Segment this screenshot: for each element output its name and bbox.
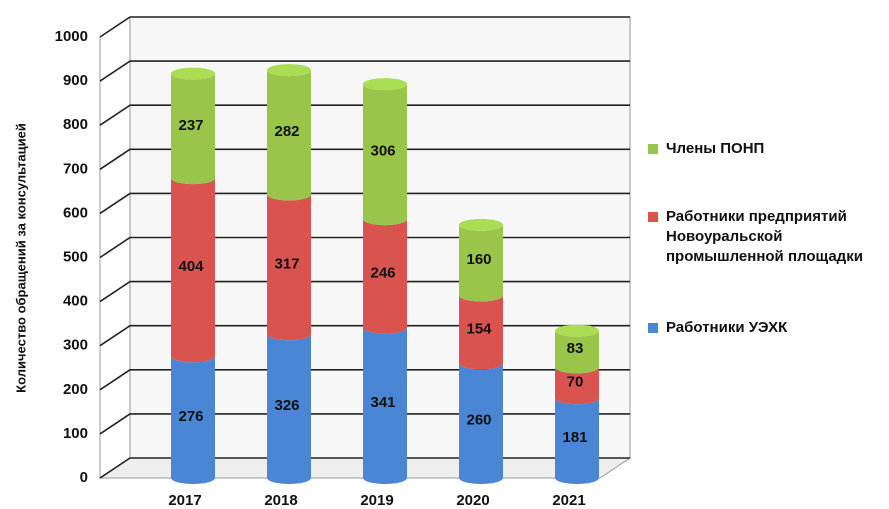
y-tick-label: 0 <box>80 469 88 486</box>
legend-label: Работники предприятий Новоуральской пром… <box>666 208 863 265</box>
grid-line <box>99 192 630 215</box>
value-label: 276 <box>178 408 203 425</box>
value-label: 246 <box>370 264 395 281</box>
y-tick-label: 800 <box>63 116 88 133</box>
bar-segment <box>459 224 504 302</box>
grid-line <box>99 148 630 170</box>
y-tick-label: 400 <box>63 293 88 310</box>
bar-segment <box>171 73 215 185</box>
grid-line <box>99 104 630 126</box>
value-label: 306 <box>370 143 395 160</box>
bar-segment <box>267 334 311 484</box>
value-label: 317 <box>274 255 299 272</box>
bar-cap <box>171 67 215 80</box>
value-label: 237 <box>178 117 203 134</box>
value-label: 404 <box>178 258 204 275</box>
bar-segment <box>555 330 599 374</box>
bar-segment <box>267 194 311 341</box>
y-tick-label: 600 <box>63 204 88 221</box>
value-label: 70 <box>567 374 584 391</box>
bar-segment <box>555 367 599 405</box>
bar-segment <box>171 178 215 363</box>
bar-segment <box>459 363 504 484</box>
legend-swatch <box>648 144 658 154</box>
value-label: 154 <box>466 320 492 337</box>
value-label: 83 <box>567 340 584 357</box>
x-tick-label: 2021 <box>552 492 585 509</box>
value-label: 282 <box>274 123 299 140</box>
bar-segment <box>459 295 504 370</box>
value-label: 160 <box>466 251 491 268</box>
x-tick-label: 2017 <box>168 492 201 509</box>
bar-segment <box>555 398 599 484</box>
y-tick-label: 1000 <box>55 28 88 45</box>
bar-cap <box>459 218 503 231</box>
grid-line <box>99 60 630 82</box>
legend-label: Работники УЭХК <box>666 319 788 336</box>
value-label: 326 <box>274 397 299 414</box>
legend-swatch <box>648 323 658 333</box>
value-label: 341 <box>370 394 395 411</box>
y-tick-label: 500 <box>63 248 88 265</box>
y-tick-label: 100 <box>63 425 88 442</box>
y-tick-label: 300 <box>63 337 88 354</box>
legend-swatch <box>648 212 658 222</box>
value-label: 260 <box>466 412 491 429</box>
bar-segment <box>363 84 407 226</box>
value-label: 181 <box>562 429 587 446</box>
bar-segment <box>267 70 311 201</box>
grid-line <box>99 16 630 38</box>
bar-segment <box>363 327 407 484</box>
y-tick-label: 900 <box>63 72 88 89</box>
y-tick-label: 200 <box>63 381 88 398</box>
y-tick-label: 700 <box>63 160 88 177</box>
bar-cap <box>363 78 407 91</box>
bar-cap <box>267 64 311 77</box>
bar-cap <box>555 324 599 337</box>
x-tick-label: 2018 <box>264 492 297 509</box>
y-axis-title: Количество обращений за консультацией <box>13 123 28 393</box>
bar-segment <box>363 219 407 334</box>
x-tick-label: 2020 <box>456 492 489 509</box>
bar-segment <box>171 356 215 484</box>
legend-label: Члены ПОНП <box>666 140 765 157</box>
x-tick-label: 2019 <box>360 492 393 509</box>
